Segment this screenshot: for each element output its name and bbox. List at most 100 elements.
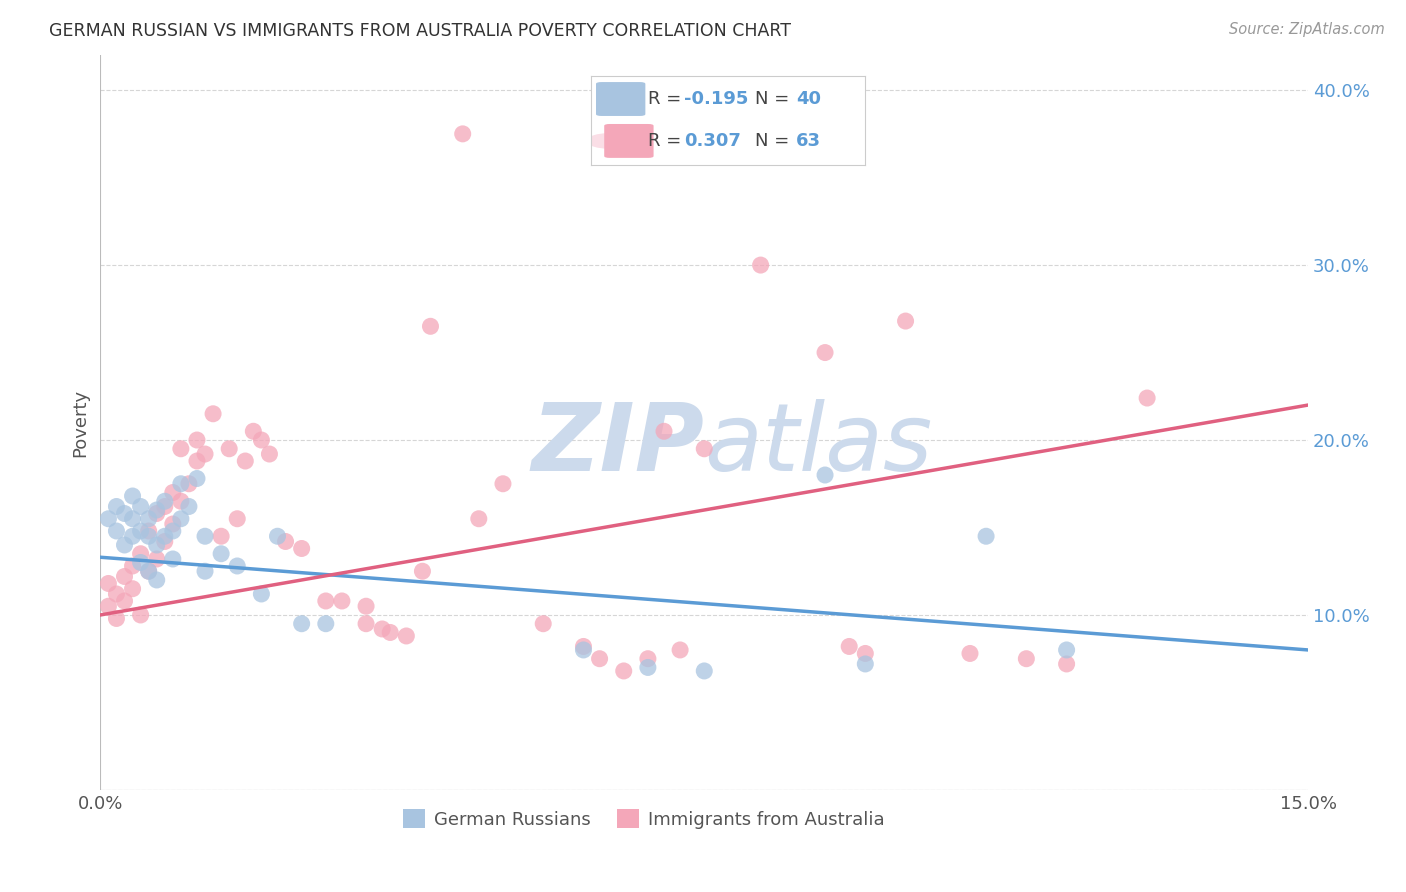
Point xyxy=(1015,651,1038,665)
Text: 0.307: 0.307 xyxy=(683,132,741,150)
Point xyxy=(531,616,554,631)
Point xyxy=(202,407,225,421)
Point xyxy=(97,512,120,526)
Point xyxy=(121,489,143,503)
Point xyxy=(138,564,160,578)
Point xyxy=(669,643,692,657)
Text: Source: ZipAtlas.com: Source: ZipAtlas.com xyxy=(1229,22,1385,37)
Point xyxy=(170,494,193,508)
Point xyxy=(411,564,433,578)
Point xyxy=(468,512,491,526)
Point xyxy=(138,512,160,526)
Point xyxy=(138,564,160,578)
Point xyxy=(838,640,860,654)
Point xyxy=(1136,391,1159,405)
Point xyxy=(194,447,217,461)
Point xyxy=(209,529,232,543)
Point xyxy=(572,640,595,654)
Point xyxy=(226,512,249,526)
Point xyxy=(145,538,167,552)
Point xyxy=(114,594,136,608)
Point xyxy=(105,587,128,601)
Point xyxy=(749,258,772,272)
Text: 63: 63 xyxy=(796,132,821,150)
Point xyxy=(652,424,675,438)
Point xyxy=(209,547,232,561)
Point xyxy=(114,507,136,521)
Point xyxy=(114,538,136,552)
Point xyxy=(177,476,200,491)
Point xyxy=(330,594,353,608)
Text: N =: N = xyxy=(755,132,794,150)
Point xyxy=(259,447,281,461)
Point xyxy=(121,529,143,543)
Point xyxy=(853,647,876,661)
Point xyxy=(974,529,997,543)
Text: R =: R = xyxy=(648,132,688,150)
Point xyxy=(138,529,160,543)
Point xyxy=(959,647,981,661)
Point xyxy=(572,643,595,657)
Point xyxy=(226,559,249,574)
Point xyxy=(242,424,264,438)
Point xyxy=(637,651,659,665)
Circle shape xyxy=(586,133,636,149)
Point xyxy=(233,454,256,468)
Point xyxy=(170,476,193,491)
Text: atlas: atlas xyxy=(704,399,932,490)
Point xyxy=(814,468,837,483)
Point xyxy=(162,516,184,531)
FancyBboxPatch shape xyxy=(596,82,645,116)
Point xyxy=(354,616,377,631)
Point xyxy=(105,524,128,538)
Point xyxy=(291,616,314,631)
Point xyxy=(145,507,167,521)
Point xyxy=(114,569,136,583)
Point xyxy=(121,512,143,526)
Point xyxy=(145,503,167,517)
Point xyxy=(145,573,167,587)
Point xyxy=(177,500,200,514)
Point xyxy=(162,485,184,500)
Point xyxy=(97,599,120,614)
Point xyxy=(492,476,515,491)
Point xyxy=(121,559,143,574)
Point xyxy=(129,607,152,622)
Text: 40: 40 xyxy=(796,90,821,108)
Text: -0.195: -0.195 xyxy=(683,90,748,108)
Text: GERMAN RUSSIAN VS IMMIGRANTS FROM AUSTRALIA POVERTY CORRELATION CHART: GERMAN RUSSIAN VS IMMIGRANTS FROM AUSTRA… xyxy=(49,22,792,40)
Point xyxy=(153,494,176,508)
Point xyxy=(1056,643,1078,657)
Point xyxy=(170,442,193,456)
Point xyxy=(354,599,377,614)
Point xyxy=(1056,657,1078,671)
Point xyxy=(853,657,876,671)
Text: ZIP: ZIP xyxy=(531,399,704,491)
Point xyxy=(162,552,184,566)
Point xyxy=(693,442,716,456)
Legend: German Russians, Immigrants from Australia: German Russians, Immigrants from Austral… xyxy=(395,802,891,836)
Point xyxy=(371,622,394,636)
Point xyxy=(145,552,167,566)
Point xyxy=(266,529,288,543)
Text: R =: R = xyxy=(648,90,688,108)
Point xyxy=(153,529,176,543)
Point xyxy=(129,500,152,514)
Point xyxy=(250,587,273,601)
Point xyxy=(894,314,917,328)
Point xyxy=(105,500,128,514)
Point xyxy=(186,433,208,447)
Y-axis label: Poverty: Poverty xyxy=(72,388,89,457)
Point xyxy=(138,524,160,538)
Point xyxy=(588,651,610,665)
Point xyxy=(194,564,217,578)
Point xyxy=(162,524,184,538)
Point xyxy=(121,582,143,596)
Point xyxy=(186,471,208,485)
Point xyxy=(380,625,402,640)
Text: N =: N = xyxy=(755,90,794,108)
Point xyxy=(274,534,297,549)
Point xyxy=(291,541,314,556)
Point xyxy=(105,611,128,625)
Point xyxy=(129,556,152,570)
